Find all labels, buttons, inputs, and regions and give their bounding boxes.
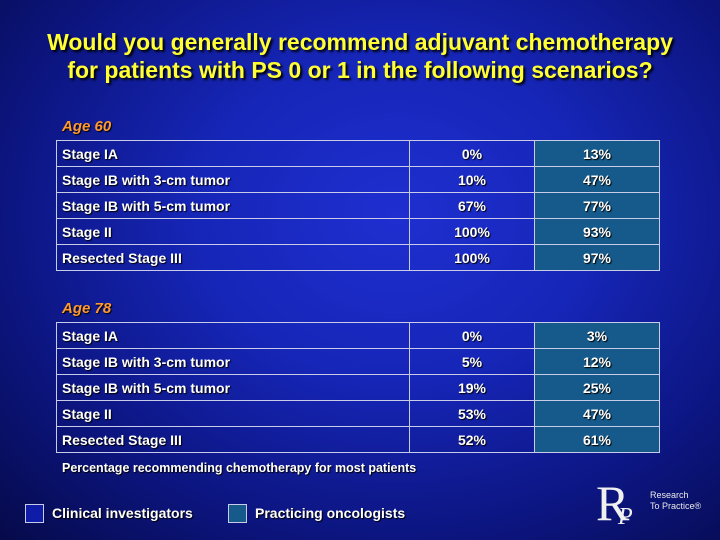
practicing-value-cell: 77% — [534, 192, 660, 219]
section-label-age-60: Age 60 — [62, 118, 112, 135]
practicing-value-cell: 25% — [534, 374, 660, 401]
table-age-60: Stage IA 0% 13% Stage IB with 3-cm tumor… — [56, 140, 660, 271]
legend-swatch-practicing — [228, 503, 247, 523]
practicing-value-cell: 12% — [534, 348, 660, 375]
clinical-value-cell: 100% — [409, 244, 535, 271]
scenario-cell: Stage II — [56, 218, 410, 245]
logo-text: Research To Practice® — [650, 490, 701, 512]
table-row: Resected Stage III 52% 61% — [56, 426, 660, 453]
scenario-cell: Stage IA — [56, 322, 410, 349]
logo-text-line1: Research — [650, 490, 689, 500]
logo-text-line2: To Practice® — [650, 501, 702, 511]
scenario-cell: Stage IA — [56, 140, 410, 167]
table-row: Stage II 100% 93% — [56, 218, 660, 245]
table-row: Stage IA 0% 3% — [56, 322, 660, 349]
clinical-value-cell: 52% — [409, 426, 535, 453]
clinical-value-cell: 10% — [409, 166, 535, 193]
slide-title: Would you generally recommend adjuvant c… — [47, 29, 673, 83]
practicing-value-cell: 61% — [534, 426, 660, 453]
table-row: Stage IB with 5-cm tumor 19% 25% — [56, 374, 660, 401]
scenario-cell: Stage IB with 5-cm tumor — [56, 192, 410, 219]
legend-swatch-clinical — [25, 503, 44, 523]
table-row: Stage IB with 3-cm tumor 5% 12% — [56, 348, 660, 375]
clinical-value-cell: 19% — [409, 374, 535, 401]
scenario-cell: Stage II — [56, 400, 410, 427]
practicing-value-cell: 3% — [534, 322, 660, 349]
table-row: Stage IA 0% 13% — [56, 140, 660, 167]
table-row: Resected Stage III 100% 97% — [56, 244, 660, 271]
section-label-age-78: Age 78 — [62, 300, 112, 317]
legend-label-practicing: Practicing oncologists — [255, 505, 406, 521]
clinical-value-cell: 0% — [409, 322, 535, 349]
clinical-value-cell: 0% — [409, 140, 535, 167]
table-age-78: Stage IA 0% 3% Stage IB with 3-cm tumor … — [56, 322, 660, 453]
table-row: Stage IB with 3-cm tumor 10% 47% — [56, 166, 660, 193]
scenario-cell: Resected Stage III — [56, 244, 410, 271]
clinical-value-cell: 53% — [409, 400, 535, 427]
practicing-value-cell: 47% — [534, 166, 660, 193]
legend-label-clinical: Clinical investigators — [52, 505, 193, 521]
scenario-cell: Stage IB with 5-cm tumor — [56, 374, 410, 401]
scenario-cell: Stage IB with 3-cm tumor — [56, 348, 410, 375]
practicing-value-cell: 47% — [534, 400, 660, 427]
practicing-value-cell: 93% — [534, 218, 660, 245]
practicing-value-cell: 97% — [534, 244, 660, 271]
research-to-practice-logo: R P Research To Practice® — [596, 478, 706, 536]
clinical-value-cell: 5% — [409, 348, 535, 375]
footnote: Percentage recommending chemotherapy for… — [62, 461, 417, 475]
logo-letter-p: P — [618, 504, 633, 530]
table-row: Stage II 53% 47% — [56, 400, 660, 427]
scenario-cell: Stage IB with 3-cm tumor — [56, 166, 410, 193]
table-row: Stage IB with 5-cm tumor 67% 77% — [56, 192, 660, 219]
logo-letter-r: R — [596, 475, 630, 531]
practicing-value-cell: 13% — [534, 140, 660, 167]
clinical-value-cell: 100% — [409, 218, 535, 245]
clinical-value-cell: 67% — [409, 192, 535, 219]
legend-practicing-oncologists: Practicing oncologists — [228, 502, 405, 524]
legend-clinical-investigators: Clinical investigators — [25, 502, 193, 524]
scenario-cell: Resected Stage III — [56, 426, 410, 453]
